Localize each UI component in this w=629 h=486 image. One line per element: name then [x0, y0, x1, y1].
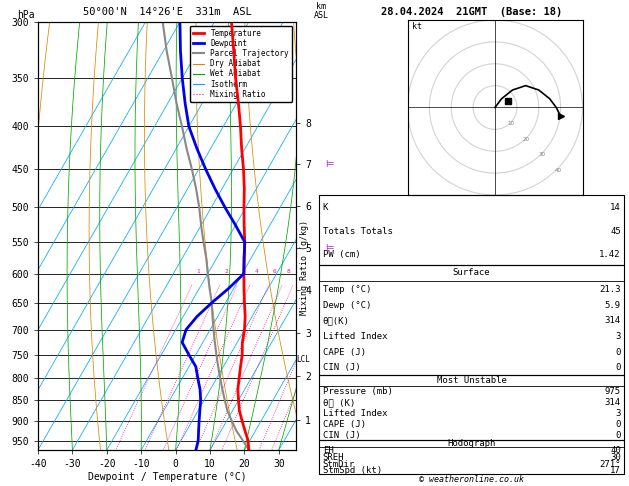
Text: CAPE (J): CAPE (J) — [323, 347, 366, 357]
Text: Totals Totals: Totals Totals — [323, 226, 392, 236]
Text: 314: 314 — [604, 316, 621, 325]
Text: 3: 3 — [615, 409, 621, 418]
Text: θᴇ(K): θᴇ(K) — [323, 316, 350, 325]
Text: StmSpd (kt): StmSpd (kt) — [323, 467, 382, 475]
Text: SREH: SREH — [323, 453, 344, 462]
Text: CAPE (J): CAPE (J) — [323, 420, 366, 429]
Text: Mixing Ratio (g/kg): Mixing Ratio (g/kg) — [300, 220, 309, 315]
Text: Surface: Surface — [453, 268, 491, 278]
Text: Lifted Index: Lifted Index — [323, 332, 387, 341]
Text: ⊨: ⊨ — [325, 159, 334, 169]
Text: 4: 4 — [254, 269, 258, 274]
Text: StmDir: StmDir — [323, 460, 355, 469]
Text: ⊨: ⊨ — [325, 243, 334, 253]
Text: 3: 3 — [242, 269, 245, 274]
Text: 6: 6 — [273, 269, 277, 274]
Text: Hodograph: Hodograph — [447, 439, 496, 448]
Text: EH: EH — [323, 446, 333, 455]
Text: 2: 2 — [225, 269, 228, 274]
Text: 10: 10 — [507, 121, 515, 126]
Text: kt: kt — [412, 22, 422, 31]
Legend: Temperature, Dewpoint, Parcel Trajectory, Dry Adiabat, Wet Adiabat, Isotherm, Mi: Temperature, Dewpoint, Parcel Trajectory… — [190, 26, 292, 102]
Text: 975: 975 — [604, 387, 621, 396]
Text: © weatheronline.co.uk: © weatheronline.co.uk — [419, 475, 524, 484]
Text: 8: 8 — [286, 269, 290, 274]
Text: θᴇ (K): θᴇ (K) — [323, 398, 355, 407]
Text: Lifted Index: Lifted Index — [323, 409, 387, 418]
X-axis label: Dewpoint / Temperature (°C): Dewpoint / Temperature (°C) — [87, 472, 247, 482]
Text: LCL: LCL — [297, 355, 311, 364]
Text: K: K — [323, 203, 328, 212]
Text: Pressure (mb): Pressure (mb) — [323, 387, 392, 396]
Text: CIN (J): CIN (J) — [323, 364, 360, 372]
Text: 0: 0 — [615, 364, 621, 372]
Text: 30: 30 — [610, 453, 621, 462]
Text: CIN (J): CIN (J) — [323, 431, 360, 440]
Text: 28.04.2024  21GMT  (Base: 18): 28.04.2024 21GMT (Base: 18) — [381, 7, 562, 17]
Text: 17: 17 — [610, 467, 621, 475]
Text: PW (cm): PW (cm) — [323, 250, 360, 259]
Text: 314: 314 — [604, 398, 621, 407]
Text: 0: 0 — [615, 347, 621, 357]
Text: 1: 1 — [196, 269, 200, 274]
Text: 5.9: 5.9 — [604, 300, 621, 310]
Text: Most Unstable: Most Unstable — [437, 376, 506, 385]
Text: km
ASL: km ASL — [314, 1, 329, 19]
Text: 14: 14 — [610, 203, 621, 212]
Text: 20: 20 — [523, 137, 530, 141]
Text: 45: 45 — [610, 226, 621, 236]
Text: 0: 0 — [615, 420, 621, 429]
Text: 21.3: 21.3 — [599, 285, 621, 294]
Text: 40: 40 — [610, 446, 621, 455]
Text: 0: 0 — [615, 431, 621, 440]
Text: 30: 30 — [539, 152, 546, 157]
Text: hPa: hPa — [17, 10, 35, 19]
Text: 1.42: 1.42 — [599, 250, 621, 259]
Text: Temp (°C): Temp (°C) — [323, 285, 371, 294]
Text: 3: 3 — [615, 332, 621, 341]
Text: 40: 40 — [555, 168, 562, 173]
Text: 50°00'N  14°26'E  331m  ASL: 50°00'N 14°26'E 331m ASL — [82, 7, 252, 17]
Text: 271°: 271° — [599, 460, 621, 469]
Text: Dewp (°C): Dewp (°C) — [323, 300, 371, 310]
